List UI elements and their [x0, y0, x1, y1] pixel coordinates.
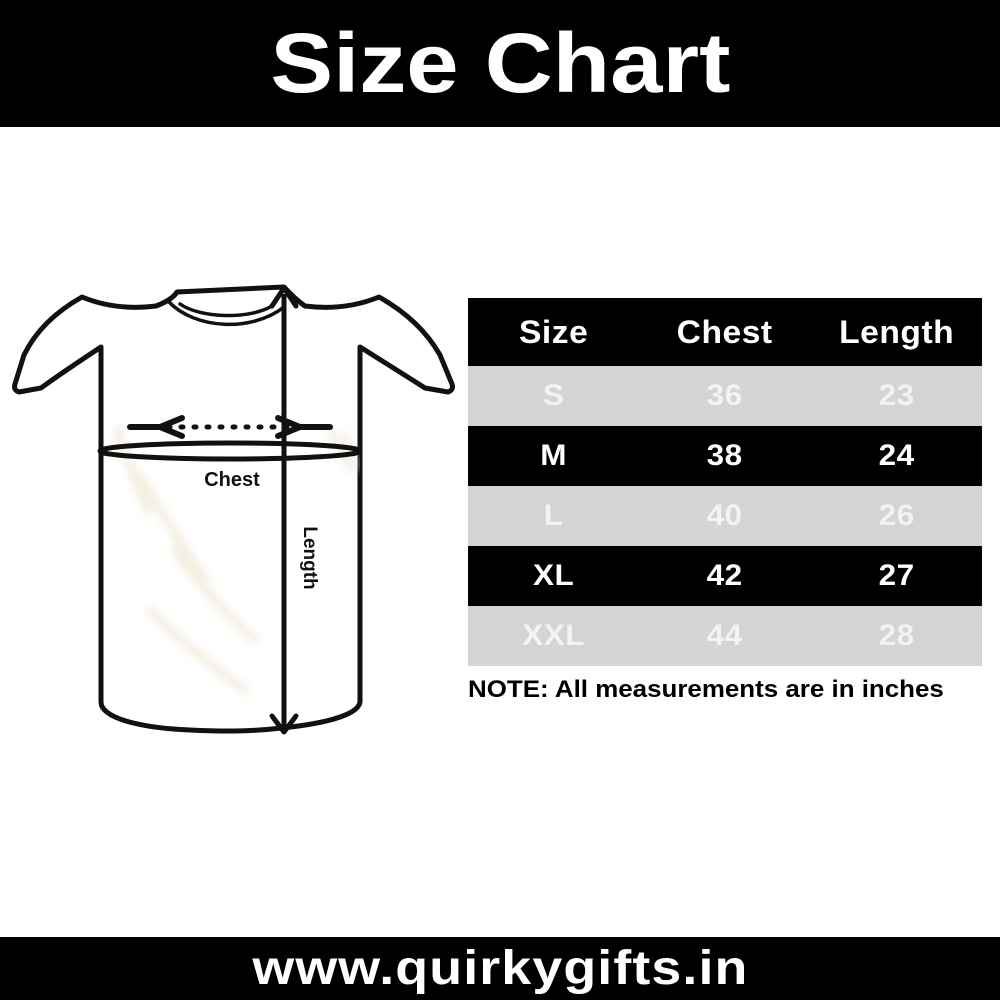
svg-text:Chest: Chest — [204, 469, 260, 491]
svg-text:Length: Length — [299, 526, 320, 589]
